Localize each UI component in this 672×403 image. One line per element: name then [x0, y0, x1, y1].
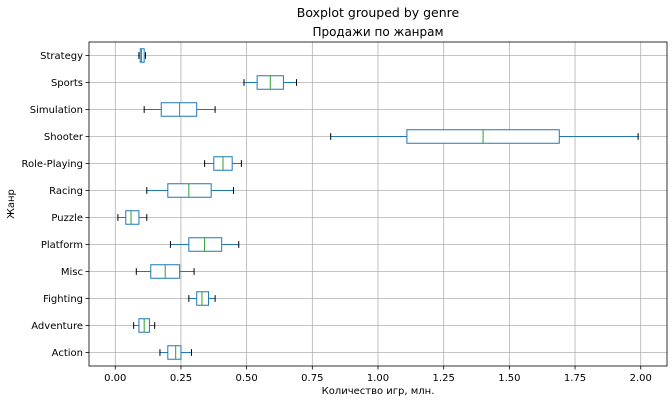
box-series: [117, 48, 639, 360]
box-role-playing: [204, 156, 242, 171]
box-puzzle: [117, 210, 148, 225]
y-tick-label: Platform: [41, 240, 83, 251]
x-axis-label: Количество игр, млн.: [322, 386, 435, 397]
x-tick-label: 2.00: [630, 373, 652, 384]
box-simulation: [143, 102, 216, 117]
y-tick-label: Racing: [49, 186, 83, 197]
box-fighting: [188, 291, 216, 306]
chart-title: Продажи по жанрам: [312, 25, 443, 39]
box-platform: [169, 237, 240, 252]
y-tick-label: Fighting: [43, 294, 83, 305]
chart-suptitle: Boxplot grouped by genre: [297, 5, 460, 20]
x-tick-label: 0.50: [236, 373, 258, 384]
x-tick-label: 1.25: [433, 373, 455, 384]
box-strategy: [138, 48, 146, 63]
x-tick-label: 0.00: [104, 373, 126, 384]
x-tick-label: 1.75: [564, 373, 586, 384]
x-tick-label: 1.00: [367, 373, 389, 384]
iqr-box: [188, 237, 223, 252]
x-axis-ticks: 0.00 0.25 0.50 0.75 1.00 1.25 1.50 1.75 2.00: [104, 366, 652, 384]
y-tick-label: Shooter: [44, 132, 84, 143]
y-axis-label: Жанр: [6, 189, 17, 219]
y-tick-label: Role-Playing: [22, 159, 83, 170]
box-adventure: [133, 318, 156, 333]
y-tick-label: Strategy: [40, 51, 83, 62]
iqr-box: [139, 48, 145, 63]
iqr-box: [125, 210, 140, 225]
x-tick-label: 0.25: [170, 373, 192, 384]
y-tick-label: Action: [52, 348, 83, 359]
grid-lines: [89, 42, 667, 366]
box-sports: [243, 75, 298, 90]
iqr-box: [167, 345, 182, 360]
y-axis-ticks: Action Adventure Fighting Misc Platform Puzzl…: [22, 51, 89, 359]
box-racing: [146, 183, 234, 198]
iqr-box: [196, 291, 210, 306]
x-tick-label: 0.75: [301, 373, 323, 384]
iqr-box: [160, 102, 198, 117]
y-tick-label: Puzzle: [51, 213, 83, 224]
y-tick-label: Adventure: [31, 321, 83, 332]
box-action: [159, 345, 192, 360]
iqr-box: [167, 183, 212, 198]
box-shooter: [330, 129, 639, 144]
x-tick-label: 1.50: [498, 373, 520, 384]
y-tick-label: Misc: [61, 267, 83, 278]
box-misc: [135, 264, 195, 279]
y-tick-label: Simulation: [30, 105, 83, 116]
y-tick-label: Sports: [51, 78, 83, 89]
